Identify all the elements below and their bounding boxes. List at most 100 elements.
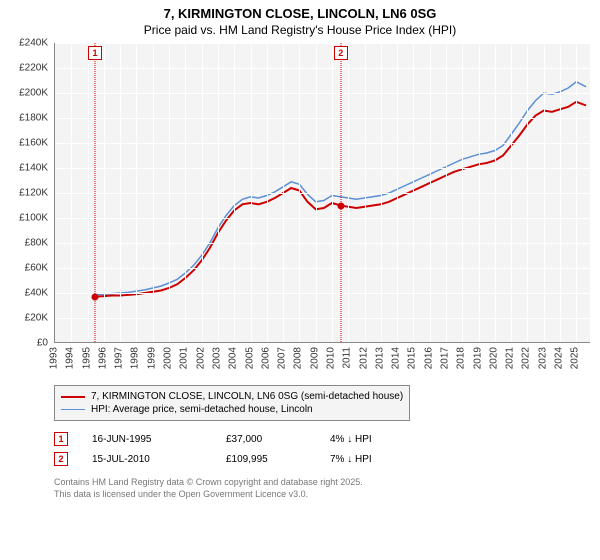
chart-area: £0£20K£40K£60K£80K£100K£120K£140K£160K£1… xyxy=(10,43,590,379)
grid-line-v xyxy=(218,43,219,342)
grid-line-v xyxy=(88,43,89,342)
sale-row: 215-JUL-2010£109,9957% ↓ HPI xyxy=(54,449,590,469)
x-tick-label: 2004 xyxy=(228,347,239,369)
x-tick-label: 2023 xyxy=(537,347,548,369)
sale-marker-box: 2 xyxy=(334,46,348,60)
grid-line-v xyxy=(169,43,170,342)
grid-line-v xyxy=(316,43,317,342)
plot-area: 12 xyxy=(54,43,590,343)
y-tick-label: £180K xyxy=(19,113,48,124)
title-address: 7, KIRMINGTON CLOSE, LINCOLN, LN6 0SG xyxy=(10,6,590,21)
legend-swatch xyxy=(61,396,85,398)
y-tick-label: £220K xyxy=(19,63,48,74)
x-tick-label: 2019 xyxy=(472,347,483,369)
grid-line-h xyxy=(55,318,590,319)
grid-line-v xyxy=(104,43,105,342)
x-tick-label: 2011 xyxy=(342,347,353,369)
sale-dot xyxy=(337,202,344,209)
sale-price: £37,000 xyxy=(226,434,306,445)
grid-line-v xyxy=(413,43,414,342)
sale-row: 116-JUN-1995£37,0004% ↓ HPI xyxy=(54,429,590,449)
legend-swatch xyxy=(61,409,85,410)
grid-line-v xyxy=(283,43,284,342)
x-tick-label: 2020 xyxy=(488,347,499,369)
grid-line-v xyxy=(560,43,561,342)
x-tick-label: 2010 xyxy=(325,347,336,369)
legend-row: 7, KIRMINGTON CLOSE, LINCOLN, LN6 0SG (s… xyxy=(61,390,403,403)
grid-line-v xyxy=(544,43,545,342)
attribution-line2: This data is licensed under the Open Gov… xyxy=(54,489,590,501)
grid-line-v xyxy=(430,43,431,342)
title-subtitle: Price paid vs. HM Land Registry's House … xyxy=(10,23,590,37)
grid-line-v xyxy=(397,43,398,342)
sale-date: 16-JUN-1995 xyxy=(92,434,202,445)
x-tick-label: 1995 xyxy=(81,347,92,369)
grid-line-v xyxy=(299,43,300,342)
x-tick-label: 1994 xyxy=(65,347,76,369)
chart-container: 7, KIRMINGTON CLOSE, LINCOLN, LN6 0SG Pr… xyxy=(0,0,600,500)
y-tick-label: £80K xyxy=(25,238,48,249)
x-tick-label: 2007 xyxy=(277,347,288,369)
x-tick-label: 2013 xyxy=(374,347,385,369)
grid-line-v xyxy=(202,43,203,342)
x-tick-label: 1997 xyxy=(114,347,125,369)
attribution: Contains HM Land Registry data © Crown c… xyxy=(54,477,590,500)
x-axis: 1993199419951996199719981999200020012002… xyxy=(54,343,590,379)
x-tick-label: 2015 xyxy=(407,347,418,369)
sale-date: 15-JUL-2010 xyxy=(92,454,202,465)
attribution-line1: Contains HM Land Registry data © Crown c… xyxy=(54,477,590,489)
grid-line-h xyxy=(55,68,590,69)
sale-diff: 7% ↓ HPI xyxy=(330,454,420,465)
y-axis: £0£20K£40K£60K£80K£100K£120K£140K£160K£1… xyxy=(10,43,52,343)
grid-line-h xyxy=(55,118,590,119)
grid-line-h xyxy=(55,268,590,269)
grid-line-v xyxy=(153,43,154,342)
x-tick-label: 2005 xyxy=(244,347,255,369)
grid-line-v xyxy=(267,43,268,342)
y-tick-label: £120K xyxy=(19,188,48,199)
legend: 7, KIRMINGTON CLOSE, LINCOLN, LN6 0SG (s… xyxy=(54,385,410,421)
x-tick-label: 2021 xyxy=(505,347,516,369)
x-tick-label: 2022 xyxy=(521,347,532,369)
x-tick-label: 2012 xyxy=(358,347,369,369)
y-tick-label: £20K xyxy=(25,313,48,324)
grid-line-v xyxy=(365,43,366,342)
y-tick-label: £160K xyxy=(19,138,48,149)
y-tick-label: £240K xyxy=(19,38,48,49)
grid-line-v xyxy=(234,43,235,342)
y-tick-label: £0 xyxy=(37,338,48,349)
y-tick-label: £100K xyxy=(19,213,48,224)
sale-marker-box: 1 xyxy=(88,46,102,60)
x-tick-label: 2006 xyxy=(260,347,271,369)
x-tick-label: 2025 xyxy=(570,347,581,369)
grid-line-v xyxy=(120,43,121,342)
y-tick-label: £40K xyxy=(25,288,48,299)
title-block: 7, KIRMINGTON CLOSE, LINCOLN, LN6 0SG Pr… xyxy=(10,6,590,37)
x-tick-label: 2016 xyxy=(423,347,434,369)
x-tick-label: 2003 xyxy=(211,347,222,369)
x-tick-label: 2014 xyxy=(391,347,402,369)
grid-line-h xyxy=(55,218,590,219)
grid-line-v xyxy=(511,43,512,342)
y-tick-label: £60K xyxy=(25,263,48,274)
sale-marker-line xyxy=(340,43,341,342)
x-tick-label: 2002 xyxy=(195,347,206,369)
sale-price: £109,995 xyxy=(226,454,306,465)
sale-dot xyxy=(92,293,99,300)
grid-line-h xyxy=(55,168,590,169)
grid-line-h xyxy=(55,93,590,94)
grid-line-v xyxy=(479,43,480,342)
x-tick-label: 1999 xyxy=(146,347,157,369)
grid-line-v xyxy=(71,43,72,342)
grid-line-v xyxy=(527,43,528,342)
grid-line-h xyxy=(55,243,590,244)
x-tick-label: 1996 xyxy=(97,347,108,369)
grid-line-v xyxy=(446,43,447,342)
x-tick-label: 2009 xyxy=(309,347,320,369)
grid-line-h xyxy=(55,193,590,194)
grid-line-v xyxy=(495,43,496,342)
legend-label: HPI: Average price, semi-detached house,… xyxy=(91,404,313,415)
sales-table: 116-JUN-1995£37,0004% ↓ HPI215-JUL-2010£… xyxy=(54,429,590,469)
x-tick-label: 2024 xyxy=(554,347,565,369)
grid-line-v xyxy=(576,43,577,342)
